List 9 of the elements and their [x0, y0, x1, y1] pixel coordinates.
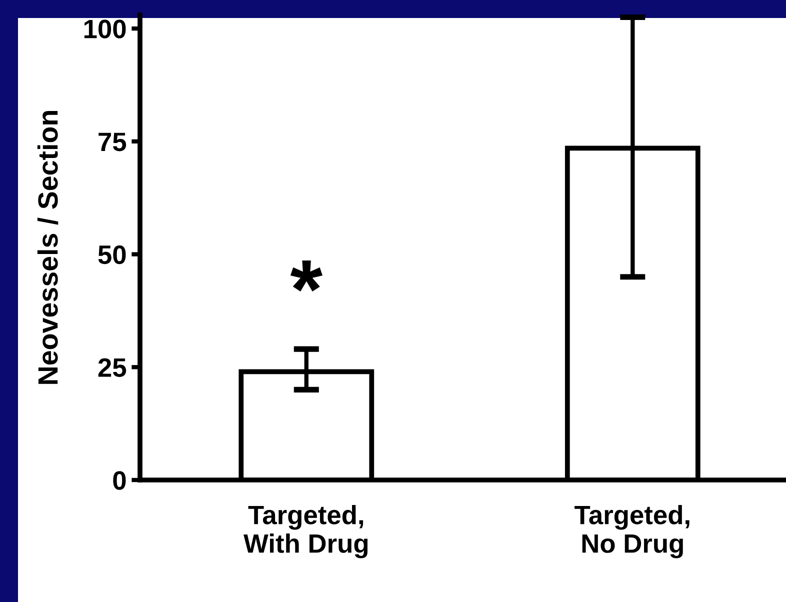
x-tick-label: Targeted, With Drug: [244, 505, 368, 558]
y-tick-label: 50: [98, 245, 126, 264]
y-tick-label: 100: [84, 20, 126, 38]
annotation: *: [290, 260, 323, 292]
y-tick-label: 0: [113, 471, 126, 490]
y-axis-title: Neovessels / Section: [37, 111, 58, 384]
y-tick-label: 75: [98, 132, 126, 152]
x-tick-label: Targeted, No Drug: [574, 505, 690, 558]
y-tick-label: 25: [98, 358, 126, 377]
